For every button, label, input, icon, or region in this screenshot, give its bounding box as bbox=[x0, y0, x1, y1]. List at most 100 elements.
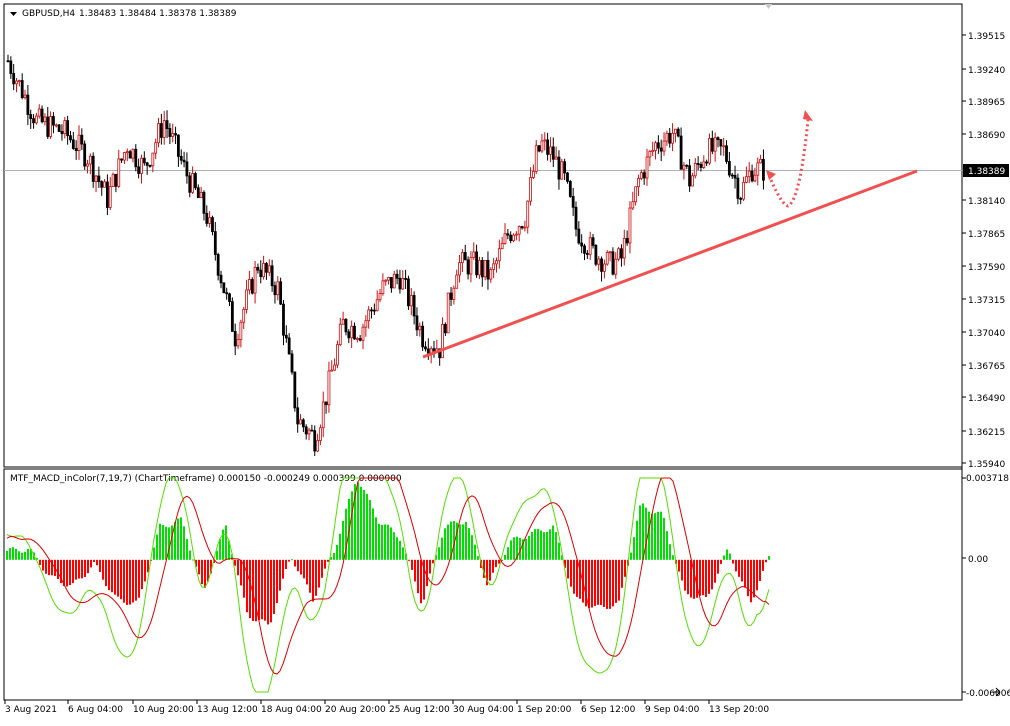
resize-grip-icon[interactable] bbox=[992, 687, 1001, 697]
candle-body bbox=[503, 233, 507, 244]
candle-body bbox=[560, 161, 564, 180]
candle bbox=[512, 233, 515, 243]
candle-body bbox=[509, 234, 513, 241]
candle bbox=[43, 113, 47, 126]
histogram-bar bbox=[432, 559, 434, 564]
candle-body bbox=[353, 325, 356, 340]
histogram-bar bbox=[438, 547, 440, 560]
candle bbox=[46, 107, 50, 140]
candle bbox=[472, 242, 476, 260]
candle bbox=[367, 306, 371, 329]
candle bbox=[407, 275, 410, 310]
histogram-bar bbox=[591, 559, 593, 608]
histogram-bar bbox=[216, 550, 218, 560]
histogram-bar bbox=[513, 537, 515, 560]
histogram-bar bbox=[723, 555, 725, 560]
candle bbox=[165, 110, 169, 139]
candle-body bbox=[716, 137, 720, 140]
histogram-bar bbox=[117, 559, 119, 597]
candle bbox=[185, 152, 189, 184]
histogram-bar bbox=[552, 525, 554, 560]
histogram-bar bbox=[90, 559, 92, 568]
candle-body bbox=[407, 278, 410, 307]
candle-body bbox=[472, 251, 476, 258]
histogram-bar bbox=[315, 559, 317, 596]
candle-body bbox=[316, 440, 319, 452]
histogram-bar bbox=[75, 559, 77, 580]
candle bbox=[347, 329, 351, 344]
candle bbox=[205, 205, 209, 227]
candle-body bbox=[230, 301, 234, 332]
candle bbox=[449, 286, 453, 306]
candle bbox=[676, 127, 680, 138]
histogram-bar bbox=[696, 559, 698, 598]
candle bbox=[631, 191, 635, 211]
candle bbox=[452, 285, 456, 305]
histogram-bar bbox=[768, 556, 770, 560]
candle-body bbox=[463, 252, 467, 261]
candle bbox=[125, 148, 129, 162]
candle bbox=[665, 130, 669, 146]
price-tick-label: 1.36490 bbox=[968, 394, 1005, 404]
candle-body bbox=[756, 162, 760, 176]
price-tick-label: 1.37315 bbox=[968, 296, 1005, 306]
candle-body bbox=[637, 177, 640, 188]
histogram-bar bbox=[162, 524, 164, 560]
price-tick-label: 1.38690 bbox=[968, 131, 1005, 141]
candle bbox=[233, 323, 237, 356]
candle-body bbox=[605, 252, 609, 265]
histogram-bar bbox=[15, 548, 17, 560]
candle-body bbox=[551, 146, 555, 160]
candle bbox=[753, 167, 757, 183]
histogram-bar bbox=[558, 542, 560, 560]
histogram-bar bbox=[471, 535, 473, 560]
histogram-bar bbox=[84, 559, 86, 577]
candle bbox=[517, 225, 521, 242]
histogram-bar bbox=[711, 559, 713, 590]
candle-body bbox=[469, 257, 473, 275]
candle-body bbox=[88, 155, 92, 165]
candle-body bbox=[103, 181, 106, 188]
candle-body bbox=[20, 80, 24, 99]
candle bbox=[316, 433, 319, 453]
candle bbox=[131, 148, 135, 163]
time-label: 13 Aug 12:00 bbox=[197, 705, 258, 715]
histogram-bar bbox=[219, 539, 221, 560]
candle bbox=[742, 176, 745, 202]
candle-body bbox=[583, 245, 586, 254]
histogram-bar bbox=[666, 531, 668, 560]
candle-body bbox=[168, 128, 172, 137]
histogram-bar bbox=[435, 555, 437, 560]
candle bbox=[134, 144, 138, 172]
candle-body bbox=[242, 308, 246, 323]
histogram-bar bbox=[135, 559, 137, 601]
histogram-bar bbox=[288, 559, 290, 562]
histogram-bar bbox=[453, 521, 455, 560]
current-price-badge bbox=[963, 164, 1009, 177]
histogram-bar bbox=[717, 559, 719, 574]
price-tick-label: 1.35940 bbox=[968, 460, 1005, 470]
candle-body bbox=[9, 60, 13, 74]
candle bbox=[503, 223, 507, 245]
indicator-label: MTF_MACD_inColor(7,19,7) (ChartTimeframe… bbox=[10, 474, 402, 484]
candle-body bbox=[330, 369, 334, 372]
candle bbox=[137, 158, 141, 179]
histogram-bar bbox=[561, 555, 563, 560]
support-trendline[interactable] bbox=[422, 169, 918, 359]
candle-body bbox=[614, 258, 618, 275]
candle bbox=[617, 246, 620, 262]
candle bbox=[608, 250, 612, 262]
candle-body bbox=[66, 120, 70, 137]
candle bbox=[114, 173, 118, 193]
histogram-bar bbox=[465, 521, 467, 560]
histogram-bar bbox=[732, 559, 734, 564]
candle-body bbox=[15, 80, 18, 85]
candle bbox=[250, 277, 254, 295]
candle bbox=[529, 167, 532, 206]
symbol-menu-icon[interactable] bbox=[10, 12, 17, 16]
candle bbox=[276, 276, 280, 301]
histogram-bar bbox=[600, 559, 602, 605]
candle-body bbox=[347, 331, 351, 339]
